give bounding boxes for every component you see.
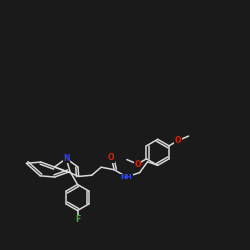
Text: O: O <box>108 153 114 162</box>
Text: NH: NH <box>121 174 132 180</box>
Text: N: N <box>63 154 70 163</box>
Text: F: F <box>75 216 80 224</box>
Text: O: O <box>134 160 141 168</box>
Text: O: O <box>175 136 181 145</box>
